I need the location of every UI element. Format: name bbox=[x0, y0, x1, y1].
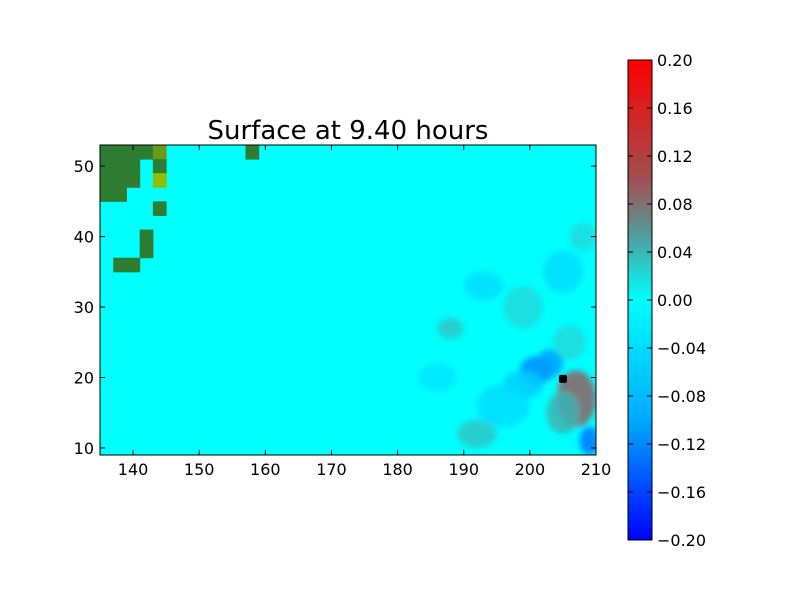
chart-title: Surface at 9.40 hours bbox=[208, 116, 489, 146]
surface-anomaly bbox=[546, 391, 580, 434]
marker-layer bbox=[558, 374, 567, 383]
x-tick-label: 210 bbox=[581, 460, 612, 479]
land-cell bbox=[100, 173, 114, 188]
colorbar: 0.20 0.16 0.12 0.08 0.04 0.00 −0.04 −0.08 −0.12 −… bbox=[627, 51, 706, 550]
land-cell bbox=[100, 187, 114, 202]
land-cell bbox=[245, 145, 260, 160]
land-cell bbox=[113, 145, 127, 160]
surface-anomaly bbox=[536, 349, 563, 378]
land-cell bbox=[139, 145, 154, 160]
surface-anomaly bbox=[463, 271, 504, 300]
surface-anomaly bbox=[476, 384, 530, 427]
land-cell bbox=[139, 243, 154, 259]
colorbar-tick-label: 0.00 bbox=[657, 291, 693, 310]
land-cell bbox=[113, 187, 127, 202]
colorbar-tick-label: 0.08 bbox=[657, 195, 693, 214]
land-cell bbox=[113, 173, 127, 188]
land-cell bbox=[126, 145, 141, 160]
x-tick-label: 200 bbox=[515, 460, 546, 479]
land-cell bbox=[113, 159, 127, 174]
surface-anomaly bbox=[569, 222, 596, 251]
y-tick-label: 40 bbox=[74, 228, 94, 247]
colorbar-tick-label: 0.04 bbox=[657, 243, 693, 262]
land-cell bbox=[100, 145, 114, 160]
y-tick-label: 10 bbox=[74, 439, 94, 458]
colorbar-ticks: 0.20 0.16 0.12 0.08 0.04 0.00 −0.04 −0.08 −0.12 −… bbox=[628, 51, 706, 550]
land-layer bbox=[100, 145, 260, 273]
y-tick-label: 50 bbox=[74, 157, 94, 176]
x-tick-label: 190 bbox=[448, 460, 479, 479]
colorbar-tick-label: −0.12 bbox=[657, 435, 706, 454]
surface-anomaly bbox=[417, 363, 458, 392]
plot-frame bbox=[99, 144, 597, 456]
x-axis: 140 150 160 170 180 190 200 210 bbox=[118, 145, 611, 479]
land-cell bbox=[113, 257, 127, 273]
colorbar-tick-label: 0.16 bbox=[657, 99, 693, 118]
colorbar-tick-label: 0.20 bbox=[657, 51, 693, 70]
x-tick-label: 140 bbox=[118, 460, 149, 479]
land-cell bbox=[126, 173, 141, 188]
x-tick-label: 170 bbox=[316, 460, 347, 479]
y-tick-label: 30 bbox=[74, 298, 94, 317]
surface-anomaly bbox=[503, 285, 544, 329]
colorbar-tick-label: 0.12 bbox=[657, 147, 693, 166]
land-cell bbox=[126, 159, 141, 174]
y-tick-label: 20 bbox=[74, 369, 94, 388]
surface-anomaly bbox=[553, 324, 587, 360]
plot-area: 140 150 160 170 180 190 200 210 10 20 30 40 50 bbox=[74, 144, 611, 479]
surface-anomaly bbox=[543, 250, 583, 293]
land-cell bbox=[152, 173, 167, 188]
x-tick-label: 150 bbox=[184, 460, 215, 479]
land-cell bbox=[152, 159, 167, 174]
land-cell bbox=[139, 229, 154, 245]
x-tick-label: 180 bbox=[382, 460, 413, 479]
colorbar-tick-label: −0.16 bbox=[657, 483, 706, 502]
surface-anomaly bbox=[457, 419, 497, 448]
land-cell bbox=[152, 145, 167, 160]
colorbar-tick-label: −0.20 bbox=[657, 531, 706, 550]
land-cell bbox=[152, 201, 167, 216]
y-axis: 10 20 30 40 50 bbox=[74, 157, 596, 458]
land-cell bbox=[126, 257, 141, 273]
surface-anomaly bbox=[437, 317, 464, 339]
surface-anomaly-layer bbox=[417, 222, 596, 455]
x-tick-label: 160 bbox=[250, 460, 281, 479]
gauge-marker bbox=[558, 374, 567, 383]
land-cell bbox=[100, 159, 114, 174]
colorbar-tick-label: −0.08 bbox=[657, 387, 706, 406]
colorbar-tick-label: −0.04 bbox=[657, 339, 706, 358]
